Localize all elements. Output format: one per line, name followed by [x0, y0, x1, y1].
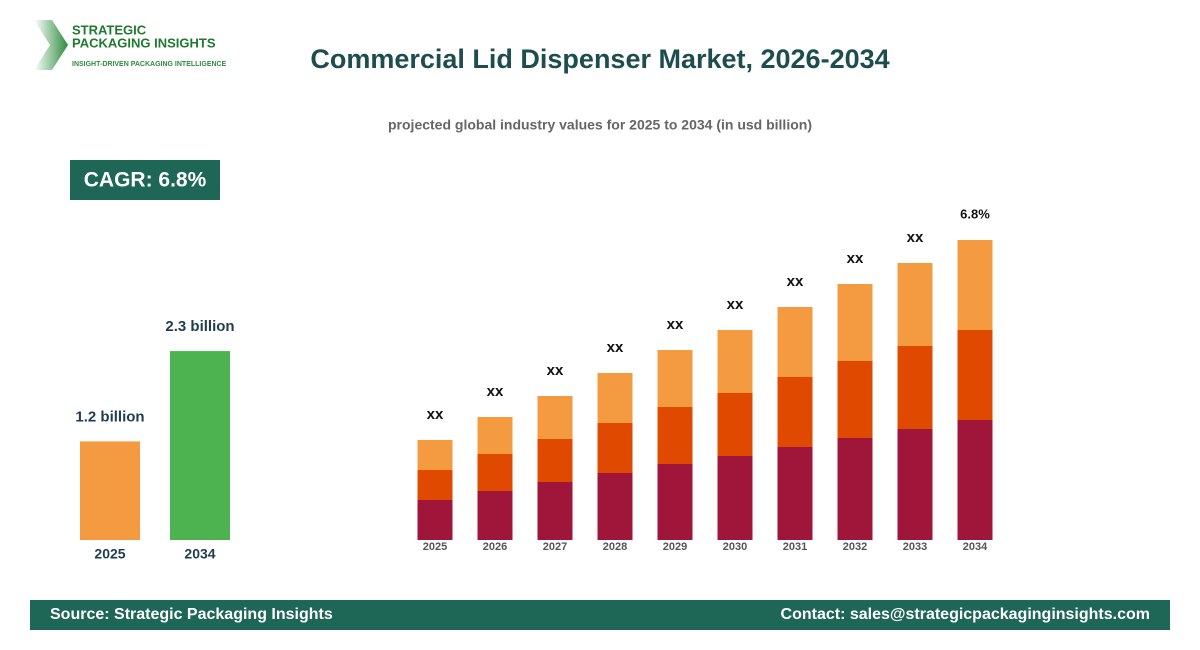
logo-text: STRATEGIC [72, 22, 147, 37]
bar-segment [717, 330, 753, 393]
x-tick-label: 2032 [843, 541, 867, 553]
bar-segment [477, 491, 513, 540]
bar-label: 6.8% [960, 206, 990, 221]
bar-segment [897, 263, 933, 346]
bar-segment [777, 377, 813, 447]
bar-segment [597, 423, 633, 473]
bar-segment [417, 470, 453, 500]
value-label: 2.3 billion [165, 318, 234, 335]
x-tick-label: 2025 [94, 546, 125, 562]
logo-icon [34, 20, 68, 70]
x-tick-label: 2030 [723, 541, 747, 553]
bar-segment [957, 420, 993, 540]
bar-label: xx [427, 406, 444, 423]
bar-segment [597, 473, 633, 540]
bar-label: xx [727, 296, 744, 313]
x-tick-label: 2027 [543, 541, 567, 553]
x-tick-label: 2034 [963, 541, 988, 553]
bar-segment [417, 440, 453, 470]
bar-segment [897, 429, 933, 540]
bar-segment [777, 307, 813, 377]
cagr-box [70, 160, 220, 200]
footer-source: Source: Strategic Packaging Insights [50, 606, 333, 623]
bar-segment [957, 330, 993, 420]
bar-label: xx [787, 273, 804, 290]
x-tick-label: 2029 [663, 541, 687, 553]
footer-bar [30, 600, 1170, 630]
x-tick-label: 2028 [603, 541, 627, 553]
bar-segment [537, 396, 573, 439]
bar [80, 441, 140, 540]
bar-segment [417, 500, 453, 540]
bar-segment [657, 464, 693, 540]
logo-tagline: INSIGHT-DRIVEN PACKAGING INTELLIGENCE [72, 61, 227, 68]
bar-segment [717, 456, 753, 540]
bar-segment [957, 240, 993, 330]
bar-segment [837, 361, 873, 438]
bar-segment [537, 439, 573, 482]
bar-segment [597, 373, 633, 423]
title: Commercial Lid Dispenser Market, 2026-20… [310, 44, 889, 74]
x-tick-label: 2025 [423, 541, 447, 553]
x-tick-label: 2034 [184, 546, 215, 562]
x-tick-label: 2033 [903, 541, 927, 553]
bar [170, 351, 230, 540]
x-tick-label: 2026 [483, 541, 507, 553]
bar-segment [837, 284, 873, 361]
logo-text: PACKAGING INSIGHTS [72, 35, 216, 50]
bar-segment [537, 482, 573, 540]
footer-contact: Contact: sales@strategicpackaginginsight… [781, 606, 1150, 623]
cagr-label: CAGR: 6.8% [84, 169, 207, 192]
bar-segment [717, 393, 753, 456]
bar-label: xx [907, 229, 924, 246]
bar-label: xx [487, 383, 504, 400]
bar-segment [897, 346, 933, 429]
bar-segment [477, 454, 513, 491]
x-tick-label: 2031 [783, 541, 807, 553]
bar-segment [837, 438, 873, 540]
subtitle: projected global industry values for 202… [388, 117, 812, 133]
bar-label: xx [607, 339, 624, 356]
bar-segment [477, 417, 513, 454]
bar-label: xx [667, 316, 684, 333]
bar-segment [657, 407, 693, 464]
value-label: 1.2 billion [75, 408, 144, 425]
bar-segment [657, 350, 693, 407]
bar-label: xx [847, 250, 864, 267]
logo: STRATEGIC PACKAGING INSIGHTS INSIGHT-DRI… [34, 20, 227, 70]
bar-label: xx [547, 362, 564, 379]
bar-segment [777, 447, 813, 540]
